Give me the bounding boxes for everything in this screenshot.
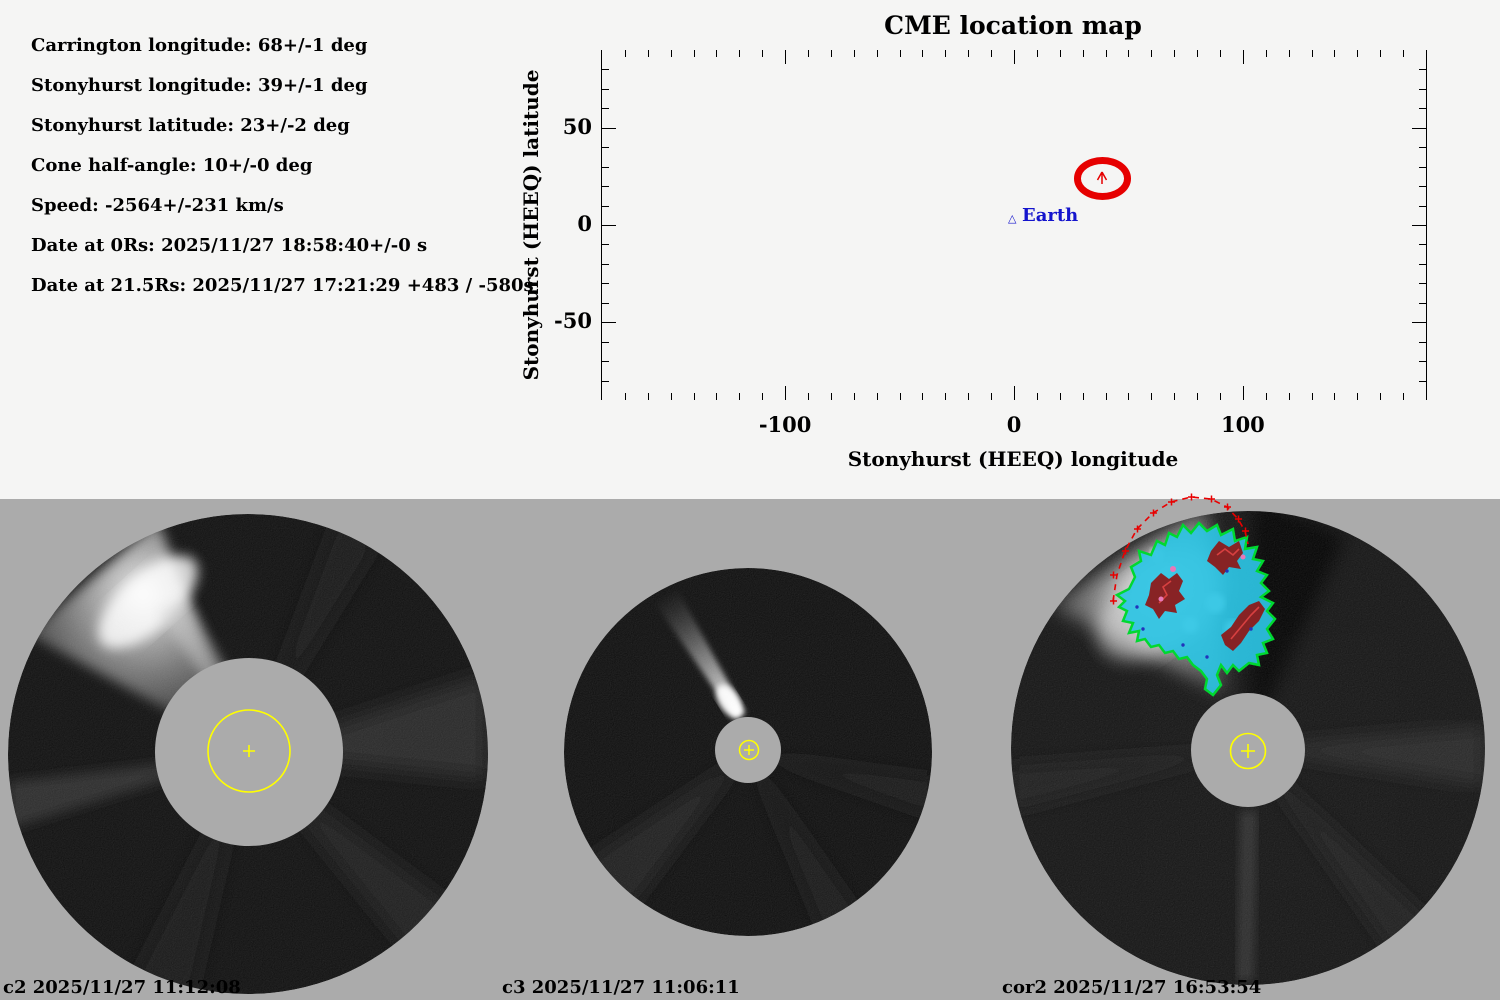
cme-contour-overlay bbox=[1114, 521, 1277, 697]
cor2-suncenter-cross-icon bbox=[1241, 744, 1255, 758]
c2-coronagraph-image bbox=[8, 514, 488, 994]
cor2-sun-circle bbox=[1229, 732, 1267, 770]
c2-caption: c2 2025/11/27 11:12:08 bbox=[3, 977, 241, 998]
cme-direction-arrow-icon bbox=[1097, 171, 1108, 185]
x-axis-label: Stonyhurst (HEEQ) longitude bbox=[847, 447, 1179, 471]
cor2-coronagraph-image bbox=[1011, 493, 1485, 985]
coronagraph-strip: c2 2025/11/27 11:12:08 c3 2025/11/27 11:… bbox=[0, 493, 1500, 1000]
earth-marker: △ bbox=[1008, 212, 1017, 226]
c2-suncenter-cross-icon bbox=[243, 745, 255, 757]
c2-sun-circle bbox=[207, 709, 291, 793]
parameters-and-map-section: Carrington longitude: 68+/-1 deg Stonyhu… bbox=[0, 0, 1500, 499]
speed-line: Speed: -2564+/-231 km/s bbox=[31, 195, 284, 216]
stonyhurst-longitude-line: Stonyhurst longitude: 39+/-1 deg bbox=[31, 75, 368, 96]
x-tick-label: 100 bbox=[1220, 412, 1265, 437]
x-tick-label: -100 bbox=[758, 412, 812, 437]
c3-suncenter-cross-icon bbox=[744, 745, 754, 755]
carrington-longitude-line: Carrington longitude: 68+/-1 deg bbox=[31, 35, 368, 56]
y-tick-label: -50 bbox=[554, 308, 592, 334]
chart-title: CME location map bbox=[884, 11, 1142, 40]
y-tick-label: 0 bbox=[577, 211, 592, 236]
x-tick-label: 0 bbox=[1006, 412, 1022, 437]
date-21.5rs-line: Date at 21.5Rs: 2025/11/27 17:21:29 +483… bbox=[31, 275, 534, 296]
cor2-caption: cor2 2025/11/27 16:53:54 bbox=[1002, 977, 1262, 998]
cme-cone-outline bbox=[1110, 493, 1249, 605]
c3-coronagraph-image bbox=[564, 568, 932, 936]
date-0rs-line: Date at 0Rs: 2025/11/27 18:58:40+/-0 s bbox=[31, 235, 428, 256]
c3-caption: c3 2025/11/27 11:06:11 bbox=[502, 977, 740, 998]
cme-location-marker bbox=[1073, 156, 1131, 200]
stonyhurst-latitude-line: Stonyhurst latitude: 23+/-2 deg bbox=[31, 115, 350, 136]
c3-sun-circle bbox=[738, 739, 760, 761]
earth-label: Earth bbox=[1022, 205, 1079, 226]
cone-half-angle-line: Cone half-angle: 10+/-0 deg bbox=[31, 155, 313, 176]
plot-area: -100 0 100 -50 0 50 △ bbox=[554, 50, 1427, 437]
y-tick-label: 50 bbox=[562, 113, 592, 139]
